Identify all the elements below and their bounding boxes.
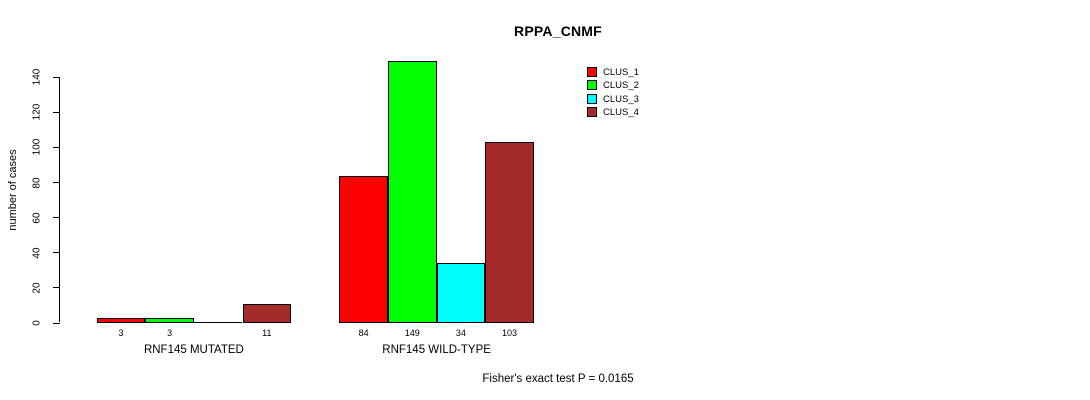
bar-value-label: 103 bbox=[501, 328, 518, 338]
bar-clus3-group1 bbox=[193, 321, 243, 323]
bar-clus2-group2 bbox=[388, 61, 437, 323]
bar-clus3-group2 bbox=[436, 263, 486, 323]
y-axis-tick bbox=[53, 182, 60, 184]
y-axis-tick-label: 0 bbox=[31, 320, 43, 326]
annotation-pvalue: Fisher's exact test P = 0.0165 bbox=[482, 373, 634, 385]
legend-label: CLUS_3 bbox=[603, 93, 639, 105]
chart-title: RPPA_CNMF bbox=[514, 23, 602, 39]
y-axis-tick-label: 40 bbox=[31, 247, 43, 259]
y-axis-tick-label: 100 bbox=[31, 139, 43, 156]
y-axis-tick bbox=[53, 322, 60, 324]
y-axis-tick bbox=[53, 217, 60, 219]
y-axis-line bbox=[59, 76, 60, 323]
legend-label: CLUS_2 bbox=[603, 80, 639, 92]
bar-value-label: 3 bbox=[118, 328, 124, 338]
y-axis-label: number of cases bbox=[7, 149, 19, 231]
y-axis-tick-label: 20 bbox=[31, 282, 43, 294]
bar-clus4-group1 bbox=[242, 303, 292, 323]
y-axis-tick-label: 60 bbox=[31, 212, 43, 224]
legend-color-swatch bbox=[587, 80, 597, 91]
y-axis-tick bbox=[53, 287, 60, 289]
bar-clus4-group2 bbox=[485, 142, 534, 323]
legend-label: CLUS_1 bbox=[603, 67, 639, 78]
x-group-label: RNF145 WILD-TYPE bbox=[382, 344, 491, 356]
x-group-label: RNF145 MUTATED bbox=[143, 344, 244, 356]
y-axis-tick bbox=[53, 146, 60, 148]
bar-clus2-group1 bbox=[145, 317, 194, 323]
legend-color-swatch bbox=[587, 67, 597, 77]
y-axis-tick bbox=[53, 111, 60, 113]
y-axis-tick-label: 120 bbox=[31, 103, 43, 121]
y-axis-tick-label: 80 bbox=[31, 176, 43, 189]
legend-color-swatch bbox=[587, 93, 597, 104]
bar-value-label: 149 bbox=[404, 328, 420, 338]
legend-label: CLUS_4 bbox=[603, 106, 639, 118]
y-axis-tick bbox=[53, 252, 60, 254]
legend-color-swatch bbox=[587, 106, 597, 117]
y-axis-tick-label: 140 bbox=[31, 68, 43, 86]
bar-clus1-group1 bbox=[96, 317, 146, 323]
bar-value-label: 34 bbox=[455, 328, 466, 338]
bar-value-label: 84 bbox=[358, 328, 369, 338]
bar-value-label: 3 bbox=[167, 328, 173, 338]
y-axis-tick bbox=[53, 76, 60, 78]
bar-clus1-group2 bbox=[339, 175, 388, 323]
bar-value-label: 11 bbox=[262, 328, 272, 338]
